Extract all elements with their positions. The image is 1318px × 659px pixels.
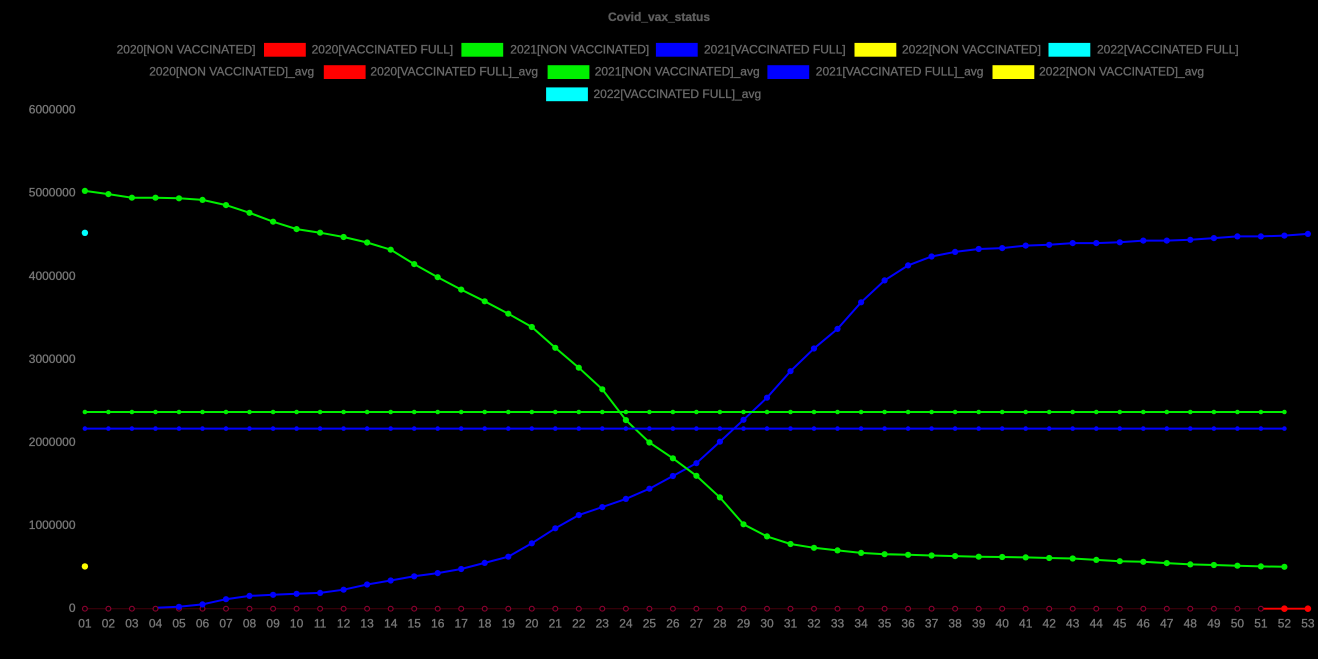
svg-text:14: 14 bbox=[384, 617, 398, 631]
svg-text:2021[NON VACCINATED]: 2021[NON VACCINATED] bbox=[510, 42, 649, 56]
svg-text:43: 43 bbox=[1066, 617, 1080, 631]
svg-text:39: 39 bbox=[972, 617, 986, 631]
svg-text:45: 45 bbox=[1113, 617, 1127, 631]
svg-text:42: 42 bbox=[1043, 617, 1057, 631]
svg-text:1000000: 1000000 bbox=[29, 518, 76, 532]
svg-text:02: 02 bbox=[102, 617, 116, 631]
svg-text:53: 53 bbox=[1301, 617, 1315, 631]
svg-text:07: 07 bbox=[219, 617, 233, 631]
svg-text:2020[VACCINATED FULL]: 2020[VACCINATED FULL] bbox=[312, 42, 454, 56]
svg-text:34: 34 bbox=[854, 617, 868, 631]
svg-text:21: 21 bbox=[549, 617, 563, 631]
svg-text:16: 16 bbox=[431, 617, 445, 631]
svg-text:24: 24 bbox=[619, 617, 633, 631]
svg-text:2000000: 2000000 bbox=[29, 435, 76, 449]
svg-text:30: 30 bbox=[760, 617, 774, 631]
svg-text:6000000: 6000000 bbox=[29, 103, 76, 117]
svg-text:04: 04 bbox=[149, 617, 163, 631]
svg-text:10: 10 bbox=[290, 617, 304, 631]
svg-text:36: 36 bbox=[901, 617, 915, 631]
svg-text:2020[VACCINATED FULL]_avg: 2020[VACCINATED FULL]_avg bbox=[370, 65, 538, 79]
svg-text:40: 40 bbox=[996, 617, 1010, 631]
svg-text:51: 51 bbox=[1254, 617, 1268, 631]
svg-text:20: 20 bbox=[525, 617, 539, 631]
svg-text:09: 09 bbox=[266, 617, 280, 631]
svg-text:05: 05 bbox=[172, 617, 186, 631]
svg-text:17: 17 bbox=[455, 617, 469, 631]
svg-text:03: 03 bbox=[125, 617, 139, 631]
svg-text:3000000: 3000000 bbox=[29, 352, 76, 366]
svg-text:2022[VACCINATED FULL]: 2022[VACCINATED FULL] bbox=[1097, 42, 1239, 56]
svg-text:25: 25 bbox=[643, 617, 657, 631]
svg-text:46: 46 bbox=[1137, 617, 1151, 631]
svg-text:2022[VACCINATED FULL]_avg: 2022[VACCINATED FULL]_avg bbox=[594, 87, 762, 101]
svg-text:37: 37 bbox=[925, 617, 939, 631]
svg-text:33: 33 bbox=[831, 617, 845, 631]
svg-text:2022[NON VACCINATED]_avg: 2022[NON VACCINATED]_avg bbox=[1039, 65, 1204, 79]
svg-text:44: 44 bbox=[1090, 617, 1104, 631]
svg-text:2022[NON VACCINATED]: 2022[NON VACCINATED] bbox=[902, 42, 1041, 56]
svg-text:2021[VACCINATED FULL]: 2021[VACCINATED FULL] bbox=[704, 42, 846, 56]
svg-text:2020[NON VACCINATED]_avg: 2020[NON VACCINATED]_avg bbox=[149, 65, 314, 79]
svg-text:26: 26 bbox=[666, 617, 680, 631]
svg-text:27: 27 bbox=[690, 617, 704, 631]
svg-text:15: 15 bbox=[408, 617, 422, 631]
svg-text:12: 12 bbox=[337, 617, 351, 631]
svg-text:11: 11 bbox=[314, 617, 327, 631]
svg-text:29: 29 bbox=[737, 617, 751, 631]
svg-text:01: 01 bbox=[78, 617, 92, 631]
svg-text:52: 52 bbox=[1278, 617, 1292, 631]
svg-text:5000000: 5000000 bbox=[29, 186, 76, 200]
svg-text:2020[NON VACCINATED]: 2020[NON VACCINATED] bbox=[117, 42, 256, 56]
svg-text:Covid_vax_status: Covid_vax_status bbox=[608, 10, 710, 24]
svg-text:50: 50 bbox=[1231, 617, 1245, 631]
svg-text:06: 06 bbox=[196, 617, 210, 631]
svg-text:2021[NON VACCINATED]_avg: 2021[NON VACCINATED]_avg bbox=[595, 65, 760, 79]
svg-text:31: 31 bbox=[784, 617, 798, 631]
svg-text:48: 48 bbox=[1184, 617, 1198, 631]
svg-text:22: 22 bbox=[572, 617, 586, 631]
svg-text:28: 28 bbox=[713, 617, 727, 631]
svg-text:23: 23 bbox=[596, 617, 610, 631]
svg-text:49: 49 bbox=[1207, 617, 1221, 631]
svg-text:0: 0 bbox=[69, 601, 76, 615]
svg-text:13: 13 bbox=[360, 617, 374, 631]
svg-text:19: 19 bbox=[502, 617, 516, 631]
svg-text:2021[VACCINATED FULL]_avg: 2021[VACCINATED FULL]_avg bbox=[816, 65, 984, 79]
svg-text:47: 47 bbox=[1160, 617, 1174, 631]
svg-text:41: 41 bbox=[1019, 617, 1033, 631]
svg-text:35: 35 bbox=[878, 617, 892, 631]
svg-text:4000000: 4000000 bbox=[29, 269, 76, 283]
svg-text:32: 32 bbox=[807, 617, 821, 631]
svg-text:18: 18 bbox=[478, 617, 492, 631]
svg-text:38: 38 bbox=[948, 617, 962, 631]
svg-text:08: 08 bbox=[243, 617, 257, 631]
